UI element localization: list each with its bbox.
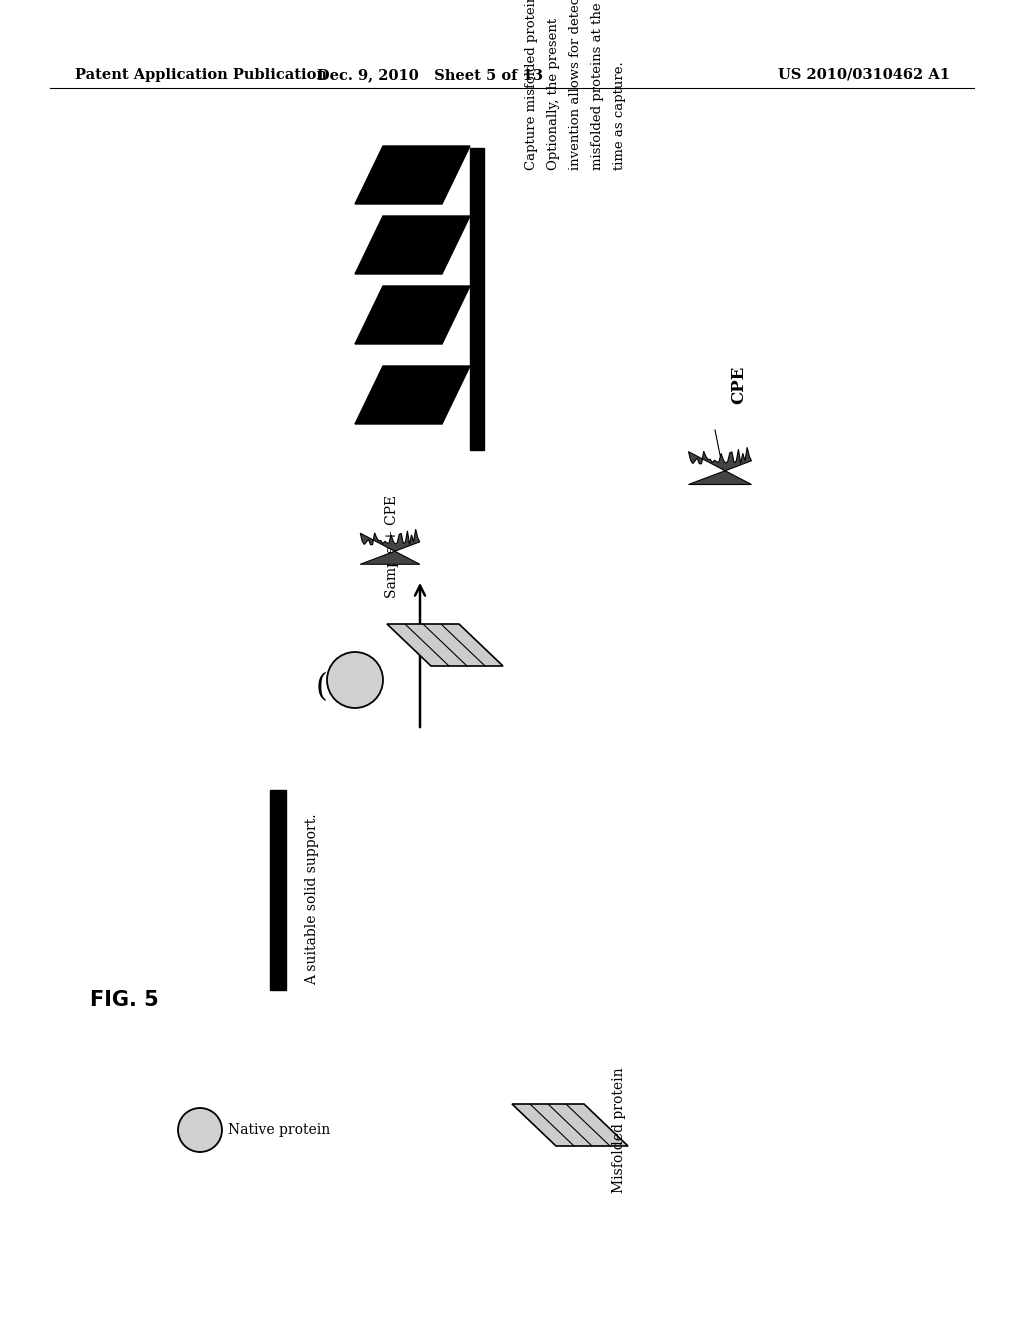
Polygon shape	[512, 1104, 628, 1146]
Text: (: (	[316, 672, 328, 704]
Polygon shape	[355, 286, 470, 345]
Polygon shape	[355, 216, 470, 275]
Text: Native protein: Native protein	[228, 1123, 331, 1137]
Text: Dec. 9, 2010   Sheet 5 of 13: Dec. 9, 2010 Sheet 5 of 13	[317, 69, 543, 82]
Text: Optionally, the present: Optionally, the present	[547, 18, 560, 170]
Circle shape	[327, 652, 383, 708]
Text: FIG. 5: FIG. 5	[90, 990, 159, 1010]
Circle shape	[178, 1107, 222, 1152]
Polygon shape	[360, 529, 420, 564]
Text: A suitable solid support.: A suitable solid support.	[305, 813, 319, 985]
Polygon shape	[355, 366, 470, 424]
Text: Misfolded protein: Misfolded protein	[612, 1067, 626, 1193]
Text: Capture misfolded proteins.: Capture misfolded proteins.	[525, 0, 538, 170]
Text: time as capture.: time as capture.	[613, 61, 626, 170]
Polygon shape	[387, 624, 503, 667]
Text: Patent Application Publication: Patent Application Publication	[75, 69, 327, 82]
Text: US 2010/0310462 A1: US 2010/0310462 A1	[778, 69, 950, 82]
Bar	[270, 789, 286, 990]
Bar	[470, 148, 484, 450]
Text: Sample + CPE: Sample + CPE	[385, 495, 399, 598]
Polygon shape	[688, 447, 752, 484]
Text: CPE: CPE	[730, 366, 746, 404]
Polygon shape	[355, 147, 470, 205]
Text: misfolded proteins at the same: misfolded proteins at the same	[591, 0, 604, 170]
Text: invention allows for detection of: invention allows for detection of	[569, 0, 582, 170]
